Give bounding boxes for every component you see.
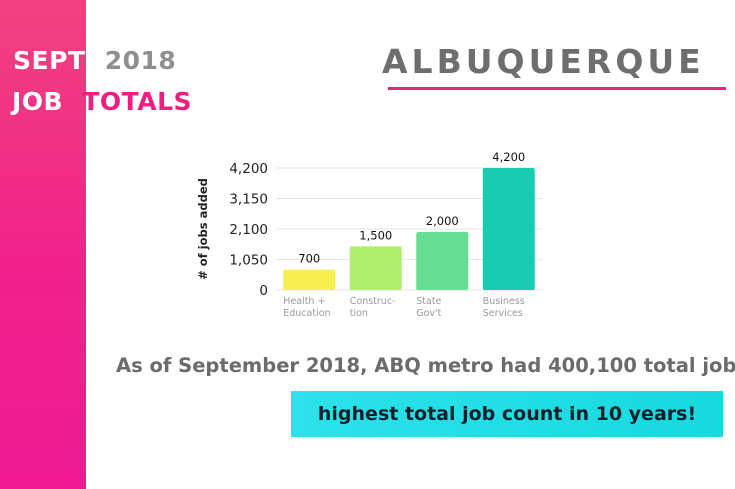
- x-tick-label: Services: [483, 308, 523, 319]
- bar: [283, 269, 336, 290]
- header-totals: TOTALS: [82, 87, 193, 116]
- x-tick-label: Construc-: [350, 296, 396, 307]
- side-color-band: [0, 0, 86, 489]
- x-tick-label: Health +: [283, 296, 325, 307]
- header-line-1: SEPT 2018: [13, 46, 176, 76]
- y-tick-label: 4,200: [229, 161, 268, 177]
- y-tick-label: 0: [259, 283, 268, 299]
- bar: [349, 246, 402, 290]
- city-title-underline: [388, 87, 726, 90]
- header-year: 2018: [104, 46, 177, 75]
- header-job: JOB: [12, 87, 64, 116]
- bar-value-label: 700: [298, 252, 320, 266]
- x-tick-label: Business: [483, 296, 525, 307]
- header-month: SEPT: [13, 46, 86, 75]
- x-tick-label: Gov't: [416, 308, 441, 319]
- y-tick-label: 3,150: [229, 192, 268, 208]
- bar-chart: 0 1,050 2,100 3,150 4,200 # of jobs added 700 H…: [196, 150, 542, 319]
- x-tick-label: State: [416, 296, 441, 307]
- y-tick-label: 2,100: [229, 222, 268, 238]
- bar-value-label: 2,000: [426, 214, 459, 228]
- x-tick-label: Education: [283, 308, 330, 319]
- highlight-banner: highest total job count in 10 years!: [291, 391, 723, 437]
- highlight-banner-text: highest total job count in 10 years!: [317, 403, 697, 425]
- x-tick-label: tion: [350, 308, 368, 319]
- bar: [482, 168, 535, 290]
- y-tick-label: 1,050: [229, 253, 268, 269]
- bar: [416, 231, 469, 290]
- summary-text: As of September 2018, ABQ metro had 400,…: [116, 354, 735, 377]
- bar-value-label: 1,500: [359, 228, 392, 242]
- bar-value-label: 4,200: [492, 150, 525, 164]
- header-line-2: JOB TOTALS: [12, 87, 192, 117]
- y-axis-label: # of jobs added: [196, 178, 210, 280]
- city-title: ALBUQUERQUE: [382, 42, 705, 81]
